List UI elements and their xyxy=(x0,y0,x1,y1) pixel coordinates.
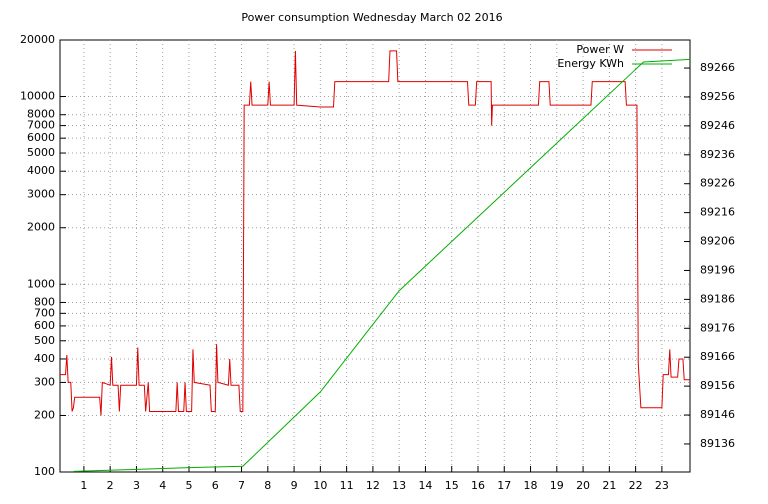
y2-tick-label: 89136 xyxy=(700,437,735,450)
y-tick-label: 500 xyxy=(34,334,55,347)
y2-tick-label: 89266 xyxy=(700,61,735,74)
y2-tick-label: 89246 xyxy=(700,119,735,132)
x-tick-label: 17 xyxy=(497,479,511,492)
y-tick-label: 400 xyxy=(34,352,55,365)
y-tick-label: 20000 xyxy=(20,33,55,46)
x-tick-label: 18 xyxy=(524,479,538,492)
y-tick-label: 300 xyxy=(34,375,55,388)
y2-tick-label: 89146 xyxy=(700,408,735,421)
y2-tick-label: 89236 xyxy=(700,148,735,161)
y-tick-label: 100 xyxy=(34,465,55,478)
y2-tick-label: 89196 xyxy=(700,263,735,276)
x-tick-label: 22 xyxy=(629,479,643,492)
x-tick-label: 16 xyxy=(471,479,485,492)
y-tick-label: 3000 xyxy=(27,188,55,201)
legend-label: Energy KWh xyxy=(557,57,624,70)
y2-tick-label: 89166 xyxy=(700,350,735,363)
x-tick-label: 13 xyxy=(392,479,406,492)
y-tick-label: 8000 xyxy=(27,108,55,121)
y2-tick-label: 89156 xyxy=(700,379,735,392)
x-tick-label: 23 xyxy=(655,479,669,492)
x-tick-label: 5 xyxy=(185,479,192,492)
legend-label: Power W xyxy=(576,43,624,56)
x-tick-label: 12 xyxy=(366,479,380,492)
chart-title: Power consumption Wednesday March 02 201… xyxy=(241,11,502,24)
y-tick-label: 5000 xyxy=(27,146,55,159)
y-tick-label: 1000 xyxy=(27,277,55,290)
y2-tick-label: 89206 xyxy=(700,235,735,248)
y-tick-label: 2000 xyxy=(27,221,55,234)
y-tick-label: 10000 xyxy=(20,90,55,103)
y-tick-label: 600 xyxy=(34,319,55,332)
y-tick-label: 4000 xyxy=(27,164,55,177)
x-tick-label: 15 xyxy=(445,479,459,492)
x-tick-label: 8 xyxy=(264,479,271,492)
x-tick-label: 14 xyxy=(418,479,432,492)
y-tick-label: 700 xyxy=(34,306,55,319)
y-tick-label: 6000 xyxy=(27,131,55,144)
x-tick-label: 6 xyxy=(212,479,219,492)
plot-frame xyxy=(59,39,691,473)
y2-tick-label: 89216 xyxy=(700,206,735,219)
y-tick-label: 7000 xyxy=(27,119,55,132)
y2-tick-label: 89176 xyxy=(700,321,735,334)
y2-tick-label: 89186 xyxy=(700,292,735,305)
x-tick-label: 10 xyxy=(313,479,327,492)
x-tick-label: 3 xyxy=(133,479,140,492)
x-tick-label: 9 xyxy=(291,479,298,492)
x-tick-label: 21 xyxy=(602,479,616,492)
y-tick-label: 200 xyxy=(34,408,55,421)
x-tick-label: 7 xyxy=(238,479,245,492)
x-tick-label: 4 xyxy=(159,479,166,492)
series-line xyxy=(60,50,690,416)
y2-tick-label: 89256 xyxy=(700,90,735,103)
y2-tick-label: 89226 xyxy=(700,177,735,190)
x-tick-label: 11 xyxy=(340,479,354,492)
y-tick-label: 800 xyxy=(34,295,55,308)
x-tick-label: 20 xyxy=(576,479,590,492)
x-tick-label: 1 xyxy=(80,479,87,492)
x-tick-label: 19 xyxy=(550,479,564,492)
x-tick-label: 2 xyxy=(107,479,114,492)
series-line xyxy=(73,58,691,472)
